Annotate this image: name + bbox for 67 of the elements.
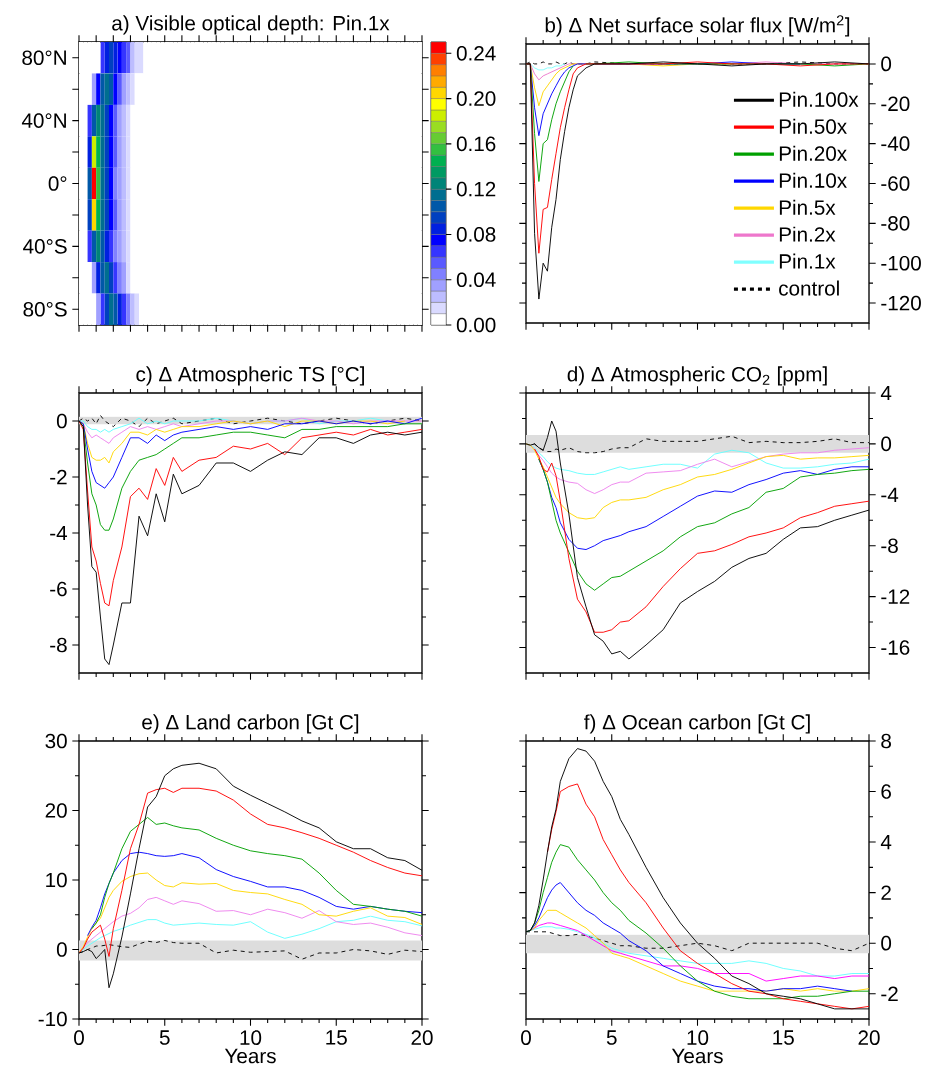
x-tick-label: 5 — [159, 1030, 170, 1045]
y-tick-label: -2 — [50, 469, 67, 485]
y-tick-label: 0 — [881, 56, 891, 72]
chart-title: d) Δ Atmospheric CO$_{2}$ [ppm] — [567, 366, 827, 386]
legend-label: control — [779, 280, 839, 296]
x-tick-label: 10 — [240, 1030, 262, 1046]
y-tick-label: 2 — [881, 885, 891, 900]
chart-title: e) Δ Land carbon [Gt C] — [142, 714, 359, 734]
y-tick-label: 0 — [881, 935, 891, 951]
y-tick-label: -16 — [881, 640, 910, 655]
color-bar-label: 0.12 — [456, 181, 496, 197]
x-tick-label: 5 — [606, 1030, 617, 1045]
y-tick-label: 8 — [881, 733, 891, 749]
y-tick-label: 20 — [45, 803, 67, 818]
y-tick-label: 10 — [46, 872, 67, 888]
x-axis-title: Years — [671, 1048, 723, 1064]
y-tick-label: 30 — [45, 733, 67, 749]
y-tick-label: 0 — [56, 942, 67, 957]
y-tick-label: -100 — [881, 255, 921, 271]
y-tick-label: 0 — [881, 436, 891, 452]
chart-title: b) Δ Net surface solar flux [W/m$^{2}$] — [545, 15, 850, 37]
chart-title: a) Visible optical depth: Pin.1x — [112, 15, 390, 35]
y-tick-label: -80 — [881, 216, 910, 231]
x-tick-label: 20 — [858, 1030, 880, 1046]
legend-label: Pin.5x — [779, 199, 836, 215]
color-bar-label: 0.20 — [456, 91, 496, 106]
color-bar-label: 0.04 — [456, 272, 496, 288]
color-bar-label: 0.16 — [456, 136, 496, 152]
x-tick-label: 15 — [326, 1030, 347, 1045]
y-tick-label: 40°N — [21, 113, 66, 128]
color-bar-label: 0.24 — [456, 46, 496, 61]
y-tick-label: -40 — [881, 136, 910, 151]
x-tick-label: 15 — [773, 1030, 794, 1045]
y-tick-label: -12 — [881, 589, 910, 604]
y-tick-label: -120 — [881, 295, 921, 311]
y-tick-label: -60 — [881, 176, 910, 191]
x-axis-title: Years — [224, 1048, 276, 1064]
y-tick-label: 4 — [880, 385, 892, 401]
y-tick-label: -6 — [50, 581, 67, 597]
legend-label: Pin.50x — [779, 118, 847, 134]
x-tick-label: 10 — [687, 1030, 709, 1046]
x-tick-label: 0 — [520, 1030, 531, 1046]
color-bar-label: 0.08 — [456, 227, 496, 242]
legend-label: Pin.100x — [779, 91, 859, 107]
y-tick-label: -10 — [38, 1011, 67, 1027]
y-tick-label: -8 — [50, 637, 67, 653]
y-tick-label: -20 — [881, 96, 910, 112]
y-tick-label: 80°S — [23, 301, 67, 317]
y-tick-label: 4 — [880, 834, 892, 850]
legend-label: Pin.10x — [779, 172, 847, 188]
chart-title: c) Δ Atmospheric TS [°C] — [136, 366, 364, 386]
y-tick-label: -4 — [881, 487, 899, 502]
y-tick-label: 6 — [881, 784, 891, 799]
x-tick-label: 0 — [73, 1030, 84, 1046]
x-tick-label: 20 — [411, 1030, 433, 1046]
legend-label: Pin.2x — [779, 226, 836, 242]
y-tick-label: 80°N — [22, 50, 66, 66]
y-tick-label: -4 — [50, 525, 67, 541]
legend-label: Pin.20x — [779, 145, 847, 161]
y-tick-label: -2 — [881, 986, 898, 1001]
y-tick-label: 0 — [56, 413, 67, 429]
chart-title: f) Δ Ocean carbon [Gt C] — [583, 714, 810, 734]
color-bar-label: 0.00 — [456, 317, 496, 333]
y-tick-label: 40°S — [22, 239, 67, 254]
legend-label: Pin.1x — [779, 253, 836, 269]
y-tick-label: 0° — [48, 176, 67, 191]
y-tick-label: -8 — [881, 538, 898, 554]
